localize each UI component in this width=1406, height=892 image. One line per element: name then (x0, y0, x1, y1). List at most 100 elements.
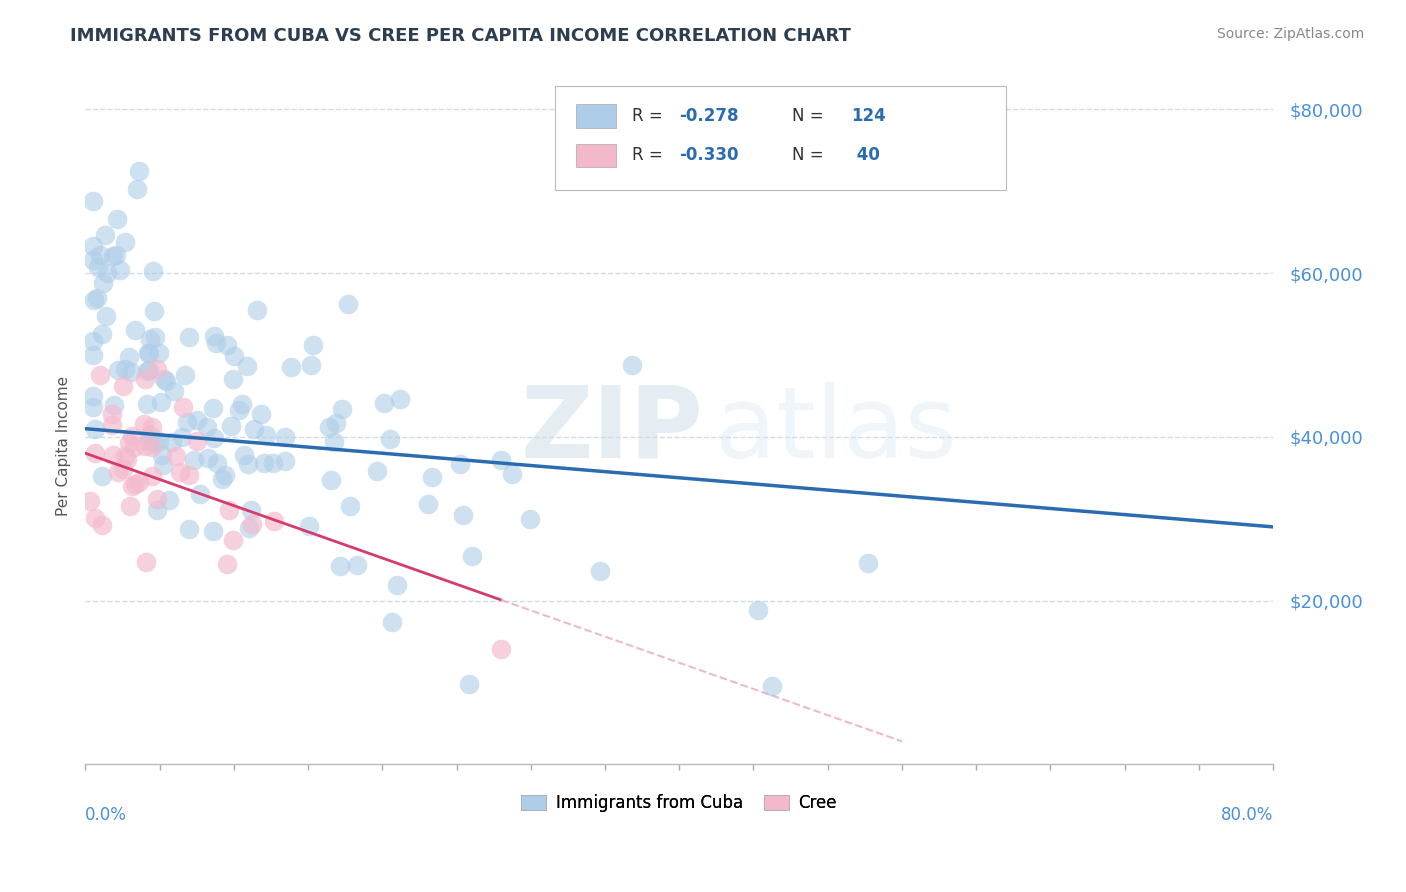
Point (138, 332, 160, 346)
Point (219, 418, 242, 433)
Point (321, 474, 343, 488)
Point (195, 420, 218, 434)
Point (82, 194, 104, 209)
Point (124, 323, 146, 337)
Point (373, 395, 395, 409)
Point (218, 503, 240, 517)
Point (761, 680, 783, 694)
Point (489, 641, 512, 656)
Point (146, 362, 169, 376)
Point (150, 395, 173, 409)
FancyBboxPatch shape (576, 144, 616, 168)
Point (188, 487, 211, 501)
Point (160, 435, 183, 450)
Point (117, 436, 139, 450)
Text: Per Capita Income: Per Capita Income (56, 376, 70, 516)
Point (416, 497, 439, 511)
Point (122, 440, 145, 454)
Point (114, 235, 136, 249)
Point (120, 365, 142, 379)
Point (146, 503, 169, 517)
Point (170, 429, 193, 443)
Point (236, 359, 259, 373)
Point (240, 502, 263, 516)
Point (91, 518, 114, 533)
Text: atlas: atlas (714, 382, 956, 479)
Point (165, 450, 187, 464)
Point (134, 417, 156, 431)
Point (325, 416, 347, 430)
Point (856, 557, 879, 571)
Point (233, 448, 256, 462)
Text: -0.278: -0.278 (679, 107, 738, 125)
Point (121, 428, 143, 442)
Point (138, 363, 160, 377)
Point (103, 448, 125, 462)
Point (83, 422, 105, 436)
Point (205, 456, 228, 470)
Text: R =: R = (631, 146, 668, 164)
Point (103, 398, 125, 412)
Point (385, 578, 408, 592)
Point (238, 520, 260, 534)
Point (449, 457, 471, 471)
Point (337, 297, 360, 311)
Point (280, 360, 302, 375)
Text: 80.0%: 80.0% (1220, 806, 1274, 824)
Point (489, 452, 512, 467)
Point (107, 465, 129, 479)
Point (86, 291, 108, 305)
Text: IMMIGRANTS FROM CUBA VS CREE PER CAPITA INCOME CORRELATION CHART: IMMIGRANTS FROM CUBA VS CREE PER CAPITA … (70, 27, 851, 45)
Point (157, 493, 180, 508)
Point (138, 346, 160, 360)
Point (148, 346, 170, 360)
Point (128, 163, 150, 178)
Point (299, 358, 322, 372)
Point (148, 434, 170, 449)
Point (202, 524, 225, 538)
Point (211, 472, 233, 486)
Point (323, 434, 346, 449)
Point (82, 253, 104, 268)
Point (110, 262, 132, 277)
Point (451, 508, 474, 522)
Point (329, 558, 352, 573)
Point (101, 407, 124, 421)
Point (163, 384, 186, 398)
Text: 0.0%: 0.0% (86, 806, 127, 824)
Point (366, 464, 388, 478)
FancyBboxPatch shape (554, 86, 1005, 190)
Point (153, 372, 176, 386)
Point (176, 415, 198, 429)
Point (82, 239, 104, 253)
Point (82, 347, 104, 361)
Point (169, 465, 191, 479)
Point (222, 349, 245, 363)
Point (94, 227, 117, 242)
Point (222, 533, 245, 547)
Point (90, 327, 112, 342)
Point (202, 328, 225, 343)
Point (145, 492, 167, 507)
Point (82, 389, 104, 403)
Point (84, 446, 107, 460)
Point (134, 439, 156, 453)
Text: Source: ZipAtlas.com: Source: ZipAtlas.com (1216, 27, 1364, 41)
Point (152, 458, 174, 472)
Point (254, 427, 277, 442)
Point (111, 379, 134, 393)
Point (179, 330, 201, 344)
Point (346, 558, 368, 572)
Point (136, 397, 159, 411)
Point (183, 452, 205, 467)
Point (114, 449, 136, 463)
Point (125, 182, 148, 196)
Point (172, 400, 194, 414)
Point (202, 432, 225, 446)
Point (330, 401, 353, 416)
Point (339, 500, 361, 514)
Legend: Immigrants from Cuba, Cree: Immigrants from Cuba, Cree (515, 788, 844, 819)
Point (87, 260, 110, 275)
Point (177, 522, 200, 536)
Point (155, 374, 177, 388)
